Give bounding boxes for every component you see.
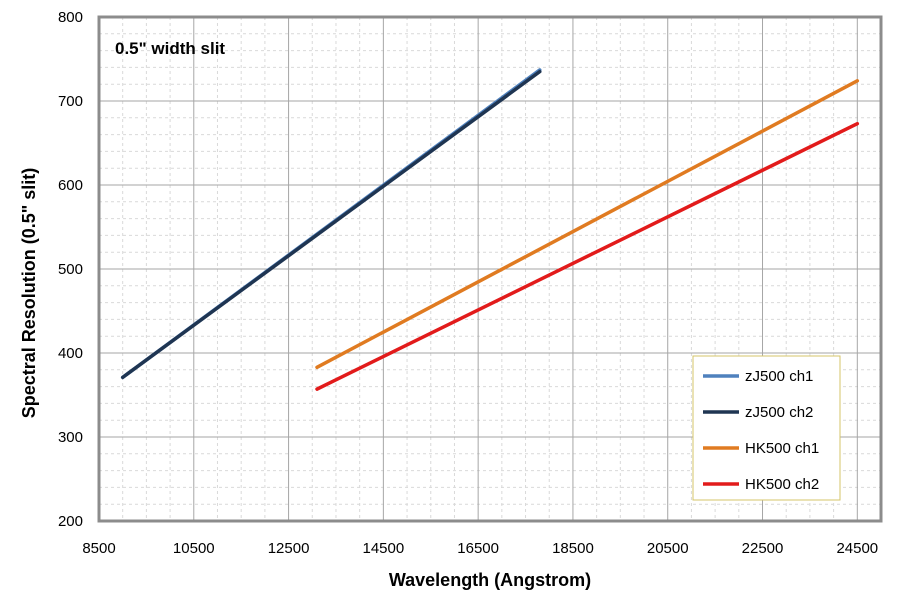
y-tick-label: 700 bbox=[58, 93, 83, 110]
x-axis-ticks: 8500 10500 12500 14500 16500 18500 20500 22500 2… bbox=[82, 540, 878, 557]
chart-annotation: 0.5" width slit bbox=[115, 39, 225, 58]
x-tick-label: 22500 bbox=[742, 540, 784, 557]
series-line-2 bbox=[120, 69, 542, 380]
x-tick-label: 24500 bbox=[836, 540, 878, 557]
series-line-3 bbox=[315, 79, 860, 370]
plot-area-frame bbox=[97, 15, 883, 523]
legend-label: HK500 ch1 bbox=[745, 440, 819, 457]
x-tick-label: 16500 bbox=[457, 540, 499, 557]
x-tick-label: 14500 bbox=[363, 540, 405, 557]
legend-label: zJ500 ch2 bbox=[745, 404, 813, 421]
y-tick-label: 300 bbox=[58, 429, 83, 446]
legend: zJ500 ch1 zJ500 ch2 HK500 ch1 HK500 ch2 bbox=[692, 355, 841, 501]
series-line-4 bbox=[315, 121, 860, 391]
legend-label: HK500 ch2 bbox=[745, 476, 819, 493]
x-tick-label: 12500 bbox=[268, 540, 310, 557]
x-tick-label: 10500 bbox=[173, 540, 215, 557]
y-axis-title: Spectral Resolution (0.5" slit) bbox=[19, 168, 39, 419]
y-tick-label: 200 bbox=[58, 513, 83, 530]
x-tick-label: 20500 bbox=[647, 540, 689, 557]
y-axis-ticks: 200 300 400 500 600 700 800 bbox=[58, 9, 83, 530]
y-tick-label: 800 bbox=[58, 9, 83, 26]
x-tick-label: 18500 bbox=[552, 540, 594, 557]
y-tick-label: 500 bbox=[58, 261, 83, 278]
x-tick-label: 8500 bbox=[82, 540, 115, 557]
y-tick-label: 400 bbox=[58, 345, 83, 362]
legend-box bbox=[692, 355, 841, 501]
series-lines bbox=[120, 68, 860, 391]
y-tick-label: 600 bbox=[58, 177, 83, 194]
legend-label: zJ500 ch1 bbox=[745, 368, 813, 385]
x-axis-title: Wavelength (Angstrom) bbox=[389, 570, 591, 590]
